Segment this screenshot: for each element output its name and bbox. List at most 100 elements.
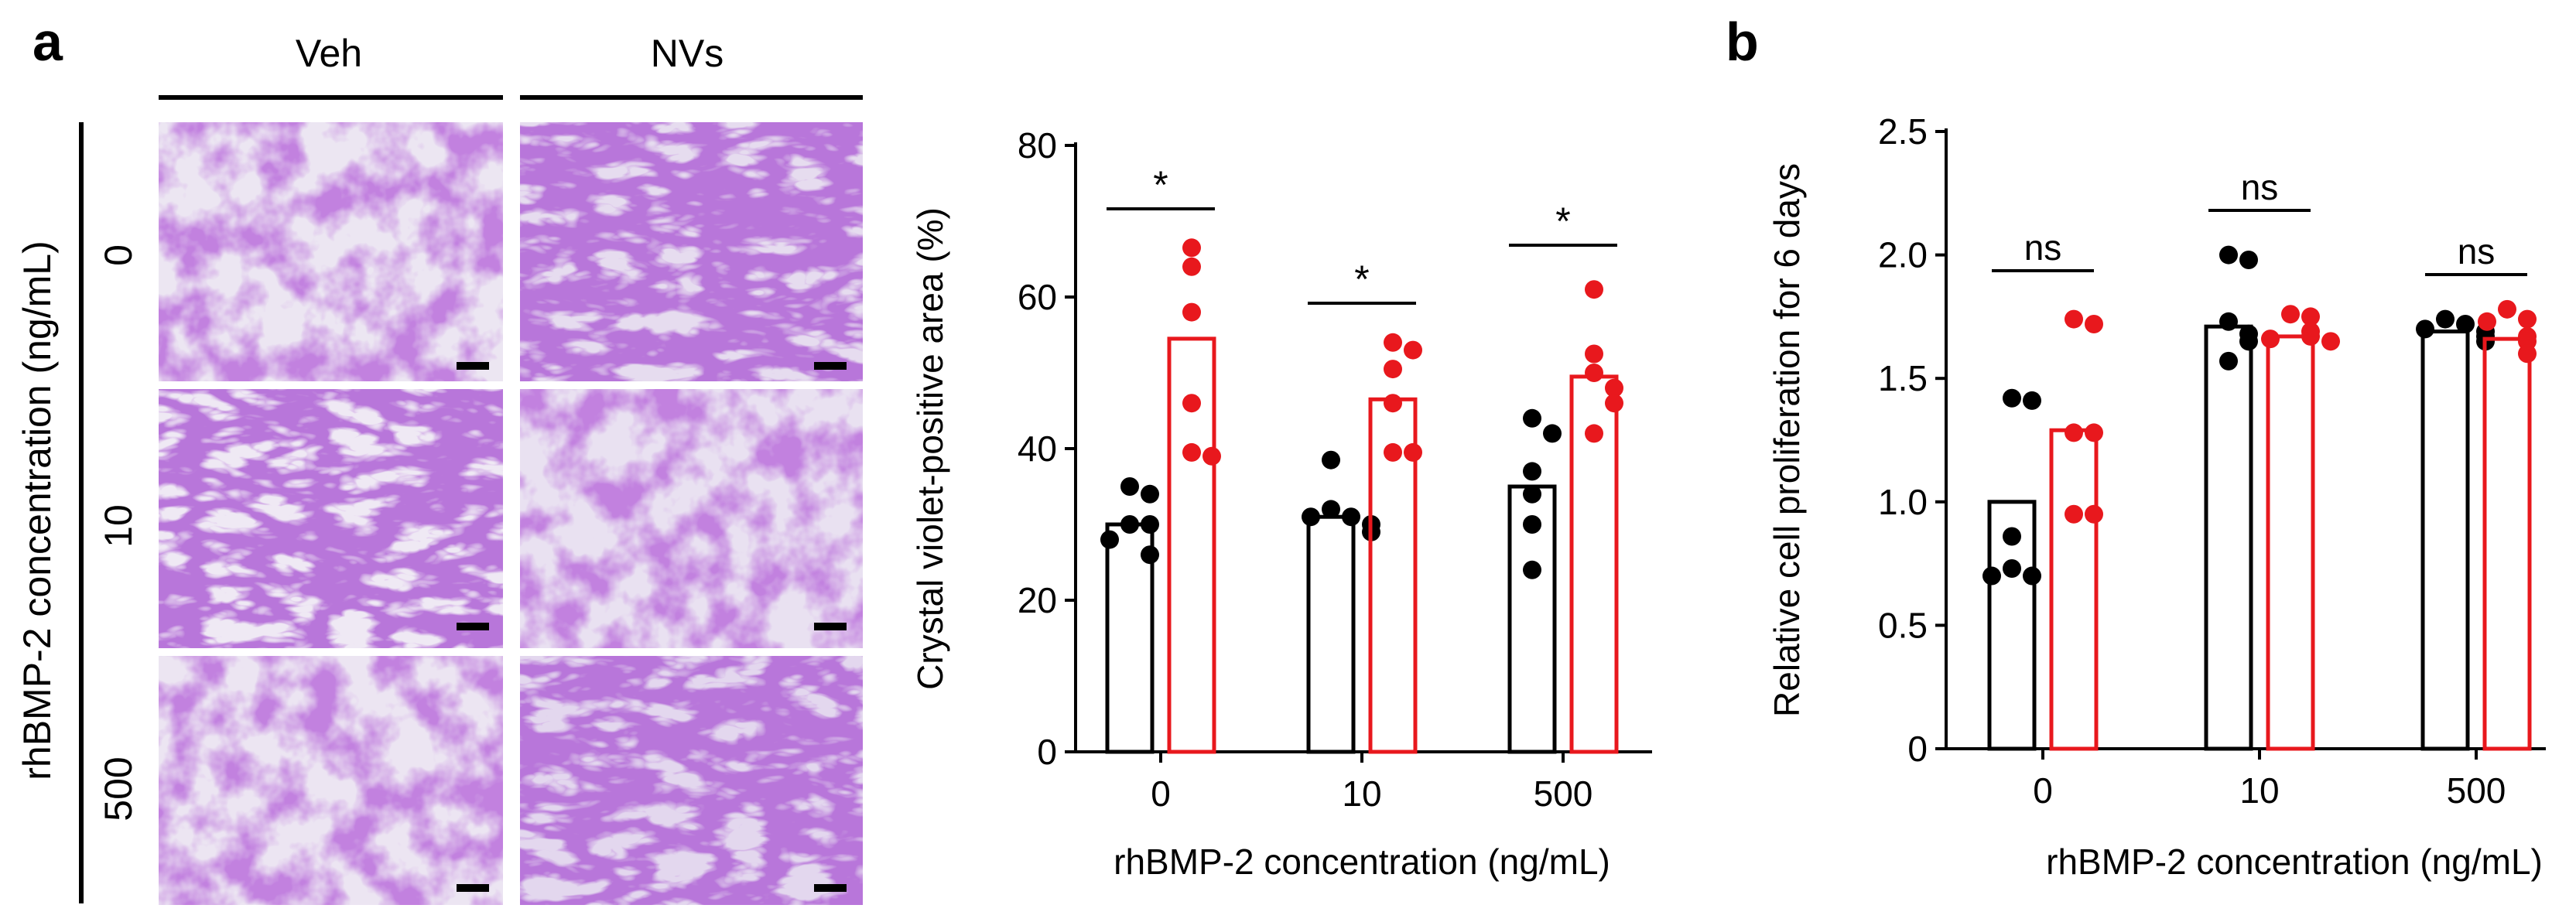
data-point-nvs <box>2281 305 2300 324</box>
data-point-nvs <box>2301 326 2320 346</box>
data-point-veh <box>2239 332 2258 351</box>
data-point-veh <box>1543 424 1562 443</box>
y-tick-label: 1.0 <box>1878 482 1928 522</box>
data-point-nvs <box>1182 257 1201 276</box>
column-label-nvs: NVs <box>651 32 724 75</box>
data-point-nvs <box>2518 344 2537 364</box>
x-tick-label: 10 <box>2239 770 2279 811</box>
data-point-nvs <box>1384 394 1402 413</box>
data-point-veh <box>2416 319 2434 339</box>
data-point-veh <box>2003 388 2021 408</box>
data-point-nvs <box>2085 423 2103 442</box>
data-point-nvs <box>1182 302 1201 322</box>
x-axis-title: rhBMP-2 concentration (ng/mL) <box>2046 842 2543 882</box>
bar-nvs-10 <box>2266 334 2315 751</box>
data-point-veh <box>1120 477 1139 496</box>
micrograph-nvs-0 <box>520 122 863 381</box>
micrograph-veh-0 <box>159 122 503 381</box>
data-point-veh <box>2023 391 2041 410</box>
data-point-nvs <box>2085 504 2103 524</box>
panel-label-b: b <box>1726 12 1759 72</box>
data-point-veh <box>2219 351 2238 371</box>
row-label-0: 0 <box>97 244 140 266</box>
data-point-nvs <box>2301 307 2320 326</box>
data-point-nvs <box>1585 344 1603 364</box>
bar-nvs-500 <box>2482 336 2532 751</box>
data-point-veh <box>1523 560 1541 579</box>
bar-veh-500 <box>2420 330 2470 751</box>
data-point-nvs <box>1404 442 1422 462</box>
data-point-veh <box>1523 484 1541 504</box>
data-point-veh <box>2023 566 2041 586</box>
data-point-veh <box>2003 527 2021 546</box>
significance-label: ns <box>2241 167 2279 207</box>
data-point-nvs <box>1384 333 1402 352</box>
y-tick-label: 2.5 <box>1878 111 1928 152</box>
data-point-nvs <box>1384 442 1402 462</box>
y-tick-label: 1.5 <box>1878 358 1928 398</box>
bar-veh-0 <box>1987 500 2037 751</box>
panel-label-a: a <box>32 12 63 72</box>
scale-bar <box>814 884 847 892</box>
micrograph-nvs-10 <box>520 389 863 648</box>
data-point-nvs <box>2065 423 2083 442</box>
y-tick-label: 20 <box>1018 580 1057 620</box>
data-point-veh <box>1100 530 1119 549</box>
data-point-veh <box>1322 450 1340 470</box>
x-tick-label: 0 <box>2033 770 2053 811</box>
data-point-veh <box>1342 507 1360 527</box>
y-tick-label: 80 <box>1018 125 1057 166</box>
row-label-10: 10 <box>97 504 140 548</box>
y-tick-label: 2.0 <box>1878 235 1928 275</box>
data-point-nvs <box>1182 238 1201 258</box>
data-point-nvs <box>2065 309 2083 329</box>
bar-veh-10 <box>2204 324 2253 751</box>
data-point-nvs <box>2498 299 2516 319</box>
scale-bar <box>457 362 489 370</box>
data-point-nvs <box>1404 340 1422 360</box>
x-axis-title: rhBMP-2 concentration (ng/mL) <box>1114 842 1610 882</box>
significance-label: * <box>1153 163 1168 207</box>
data-point-nvs <box>1182 442 1201 462</box>
data-point-veh <box>1322 500 1340 519</box>
data-point-nvs <box>1585 280 1603 299</box>
data-point-nvs <box>2478 312 2496 331</box>
y-axis-title: Relative cell proliferation for 6 days <box>1767 163 1807 717</box>
data-point-nvs <box>2321 332 2340 351</box>
significance-label: ns <box>2024 227 2062 268</box>
micrograph-nvs-500 <box>520 656 863 905</box>
significance-label: * <box>1555 200 1570 243</box>
data-point-veh <box>2219 312 2238 331</box>
x-tick-label: 0 <box>1151 773 1171 814</box>
data-point-nvs <box>2065 504 2083 524</box>
data-point-veh <box>1523 408 1541 428</box>
data-point-veh <box>2003 558 2021 578</box>
data-point-veh <box>1120 515 1139 534</box>
scale-bar <box>457 623 489 630</box>
data-point-nvs <box>1605 394 1623 413</box>
data-point-veh <box>1141 484 1159 504</box>
data-point-nvs <box>1585 424 1603 443</box>
data-point-veh <box>2239 250 2258 269</box>
data-point-veh <box>2219 245 2238 265</box>
micrograph-veh-500 <box>159 656 503 905</box>
column-label-veh: Veh <box>296 32 362 75</box>
significance-label: * <box>1354 258 1369 301</box>
data-point-veh <box>2456 314 2475 333</box>
y-tick-label: 40 <box>1018 429 1057 469</box>
y-tick-label: 0 <box>1907 729 1928 769</box>
data-point-nvs <box>1384 360 1402 379</box>
scale-bar <box>814 623 847 630</box>
micrograph-grid: Veh NVs rhBMP-2 concentration (ng/mL) 0 … <box>15 32 863 905</box>
data-point-nvs <box>1605 378 1623 398</box>
data-point-veh <box>1141 515 1159 534</box>
bar-nvs-0 <box>1167 336 1216 754</box>
data-point-veh <box>1141 545 1159 565</box>
y-tick-label: 0 <box>1037 732 1057 772</box>
row-label-500: 500 <box>97 756 140 821</box>
data-point-nvs <box>1182 394 1201 413</box>
bar-nvs-0 <box>2049 428 2099 751</box>
data-point-veh <box>1982 566 2001 586</box>
x-tick-label: 10 <box>1342 773 1381 814</box>
